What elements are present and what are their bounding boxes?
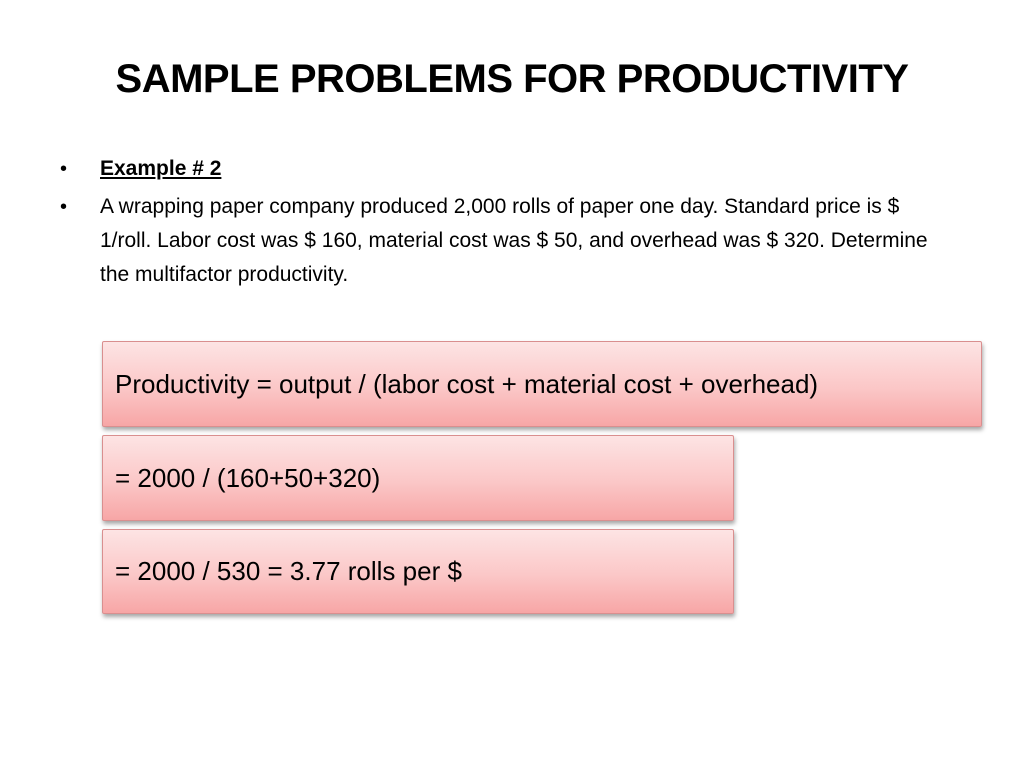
slide-title: SAMPLE PROBLEMS FOR PRODUCTIVITY xyxy=(115,57,909,101)
formula-box-substitution: = 2000 / (160+50+320) xyxy=(102,435,734,521)
bullet-list: • Example # 2 • A wrapping paper company… xyxy=(58,152,938,296)
formula-text: = 2000 / 530 = 3.77 rolls per $ xyxy=(115,556,462,586)
formula-box-definition: Productivity = output / (labor cost + ma… xyxy=(102,341,982,427)
problem-statement: A wrapping paper company produced 2,000 … xyxy=(100,195,928,286)
formula-text: Productivity = output / (labor cost + ma… xyxy=(115,368,819,399)
formula-text: = 2000 / (160+50+320) xyxy=(115,462,381,493)
bullet-marker: • xyxy=(60,196,68,218)
bullet-item-example: • Example # 2 xyxy=(58,152,938,186)
bullet-marker: • xyxy=(60,158,68,180)
formula-box-result: = 2000 / 530 = 3.77 rolls per $ xyxy=(102,529,734,614)
example-label: Example # 2 xyxy=(100,157,222,180)
bullet-item-problem: • A wrapping paper company produced 2,00… xyxy=(58,190,938,292)
